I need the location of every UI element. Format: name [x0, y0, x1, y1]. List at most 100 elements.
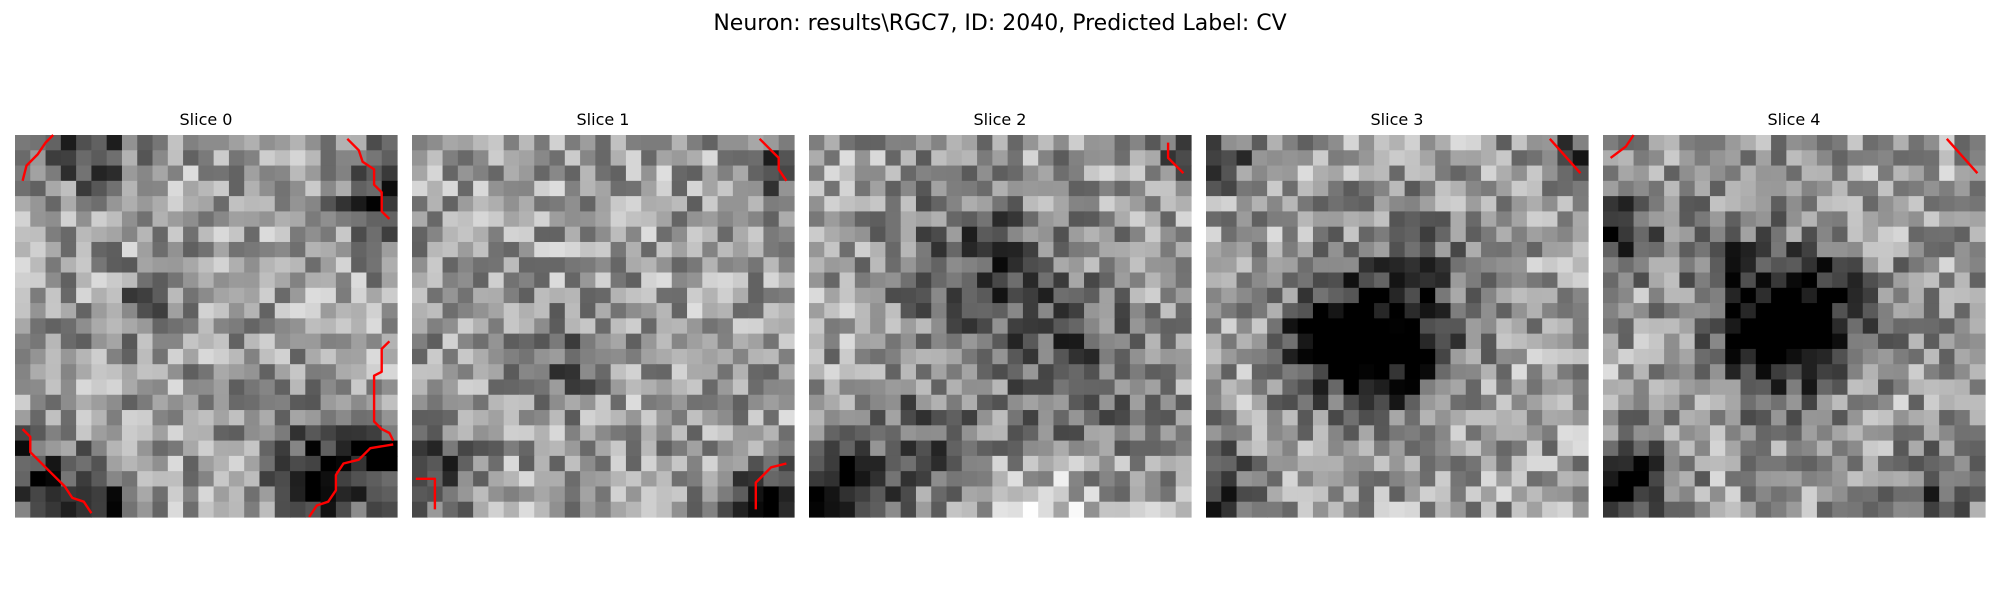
heatmap-cell [550, 150, 566, 166]
heatmap-cell [1374, 334, 1390, 350]
heatmap-cell [183, 196, 199, 212]
heatmap-cell [1130, 471, 1146, 487]
heatmap-cell [824, 257, 840, 273]
heatmap-cell [1374, 211, 1390, 227]
heatmap-cell [30, 318, 46, 334]
heatmap-cell [275, 318, 291, 334]
heatmap-cell [1527, 349, 1543, 365]
heatmap-cell [1374, 471, 1390, 487]
heatmap-cell [76, 379, 92, 395]
heatmap-cell [1832, 471, 1848, 487]
heatmap-cell [1420, 486, 1436, 502]
heatmap-cell [1053, 257, 1069, 273]
heatmap-cell [656, 410, 672, 426]
heatmap-cell [1084, 242, 1100, 258]
heatmap-cell [1832, 273, 1848, 289]
heatmap-cell [519, 257, 535, 273]
heatmap-cell [91, 410, 107, 426]
heatmap-cell [1542, 227, 1558, 243]
heatmap-cell [1069, 257, 1085, 273]
heatmap-cell [1435, 395, 1451, 411]
heatmap-cell [46, 135, 62, 151]
heatmap-cell [1130, 196, 1146, 212]
heatmap-cell [947, 242, 963, 258]
heatmap-cell [1802, 425, 1818, 441]
heatmap-cell [76, 196, 92, 212]
heatmap-cell [1725, 166, 1741, 182]
heatmap-cell [46, 227, 62, 243]
heatmap-cell [1909, 135, 1925, 151]
heatmap-cell [519, 502, 535, 518]
heatmap-cell [1069, 211, 1085, 227]
heatmap-cell [1924, 135, 1940, 151]
heatmap-cell [916, 486, 932, 502]
heatmap-cell [1130, 181, 1146, 197]
heatmap-cell [46, 410, 62, 426]
heatmap-cell [1221, 441, 1237, 457]
heatmap-cell [1252, 242, 1268, 258]
heatmap-cell [1023, 471, 1039, 487]
heatmap-cell [305, 227, 321, 243]
heatmap-cell [1741, 181, 1757, 197]
heatmap-cell [473, 135, 489, 151]
heatmap-cell [1176, 211, 1192, 227]
heatmap-cell [1557, 166, 1573, 182]
heatmap-cell [947, 196, 963, 212]
heatmap-cell [1359, 334, 1375, 350]
heatmap-cell [931, 334, 947, 350]
heatmap-cell [1832, 456, 1848, 472]
heatmap-cell [870, 441, 886, 457]
heatmap-cell [779, 486, 795, 502]
heatmap-cell [275, 181, 291, 197]
heatmap-cell [290, 211, 306, 227]
heatmap-cell [275, 242, 291, 258]
heatmap-cell [214, 395, 230, 411]
heatmap-cell [1634, 471, 1650, 487]
heatmap-cell [550, 257, 566, 273]
heatmap-cell [214, 486, 230, 502]
heatmap-cell [198, 471, 214, 487]
heatmap-cell [1298, 502, 1314, 518]
heatmap-cell [1008, 471, 1024, 487]
heatmap-cell [687, 303, 703, 319]
heatmap-cell [1237, 471, 1253, 487]
heatmap-cell [626, 425, 642, 441]
heatmap-cell [962, 502, 978, 518]
heatmap-cell [1817, 273, 1833, 289]
heatmap-cell [412, 456, 428, 472]
heatmap-cell [1328, 502, 1344, 518]
heatmap-cell [1909, 227, 1925, 243]
heatmap-cell [1328, 364, 1344, 380]
heatmap-cell [870, 318, 886, 334]
heatmap-cell [214, 257, 230, 273]
heatmap-cell [137, 334, 153, 350]
heatmap-cell [427, 456, 443, 472]
heatmap-cell [687, 273, 703, 289]
heatmap-cell [275, 441, 291, 457]
heatmap-cell [1954, 364, 1970, 380]
heatmap-cell [992, 211, 1008, 227]
heatmap-cell [1573, 135, 1589, 151]
heatmap-cell [733, 135, 749, 151]
heatmap-cell [1634, 364, 1650, 380]
heatmap-cell [1695, 441, 1711, 457]
heatmap-cell [840, 257, 856, 273]
heatmap-cell [1832, 318, 1848, 334]
heatmap-cell [702, 502, 718, 518]
heatmap-cell [1374, 303, 1390, 319]
heatmap-cell [15, 395, 31, 411]
heatmap-cell [1817, 471, 1833, 487]
heatmap-cell [1359, 425, 1375, 441]
heatmap-cell [626, 456, 642, 472]
heatmap-cell [1466, 349, 1482, 365]
heatmap-cell [1939, 318, 1955, 334]
heatmap-cell [214, 150, 230, 166]
heatmap-cell [1557, 364, 1573, 380]
heatmap-cell [1115, 395, 1131, 411]
heatmap-cell [1084, 395, 1100, 411]
heatmap-cell [1725, 150, 1741, 166]
heatmap-cell [1282, 257, 1298, 273]
heatmap-cell [779, 379, 795, 395]
heatmap-cell [1344, 166, 1360, 182]
heatmap-cell [488, 242, 504, 258]
